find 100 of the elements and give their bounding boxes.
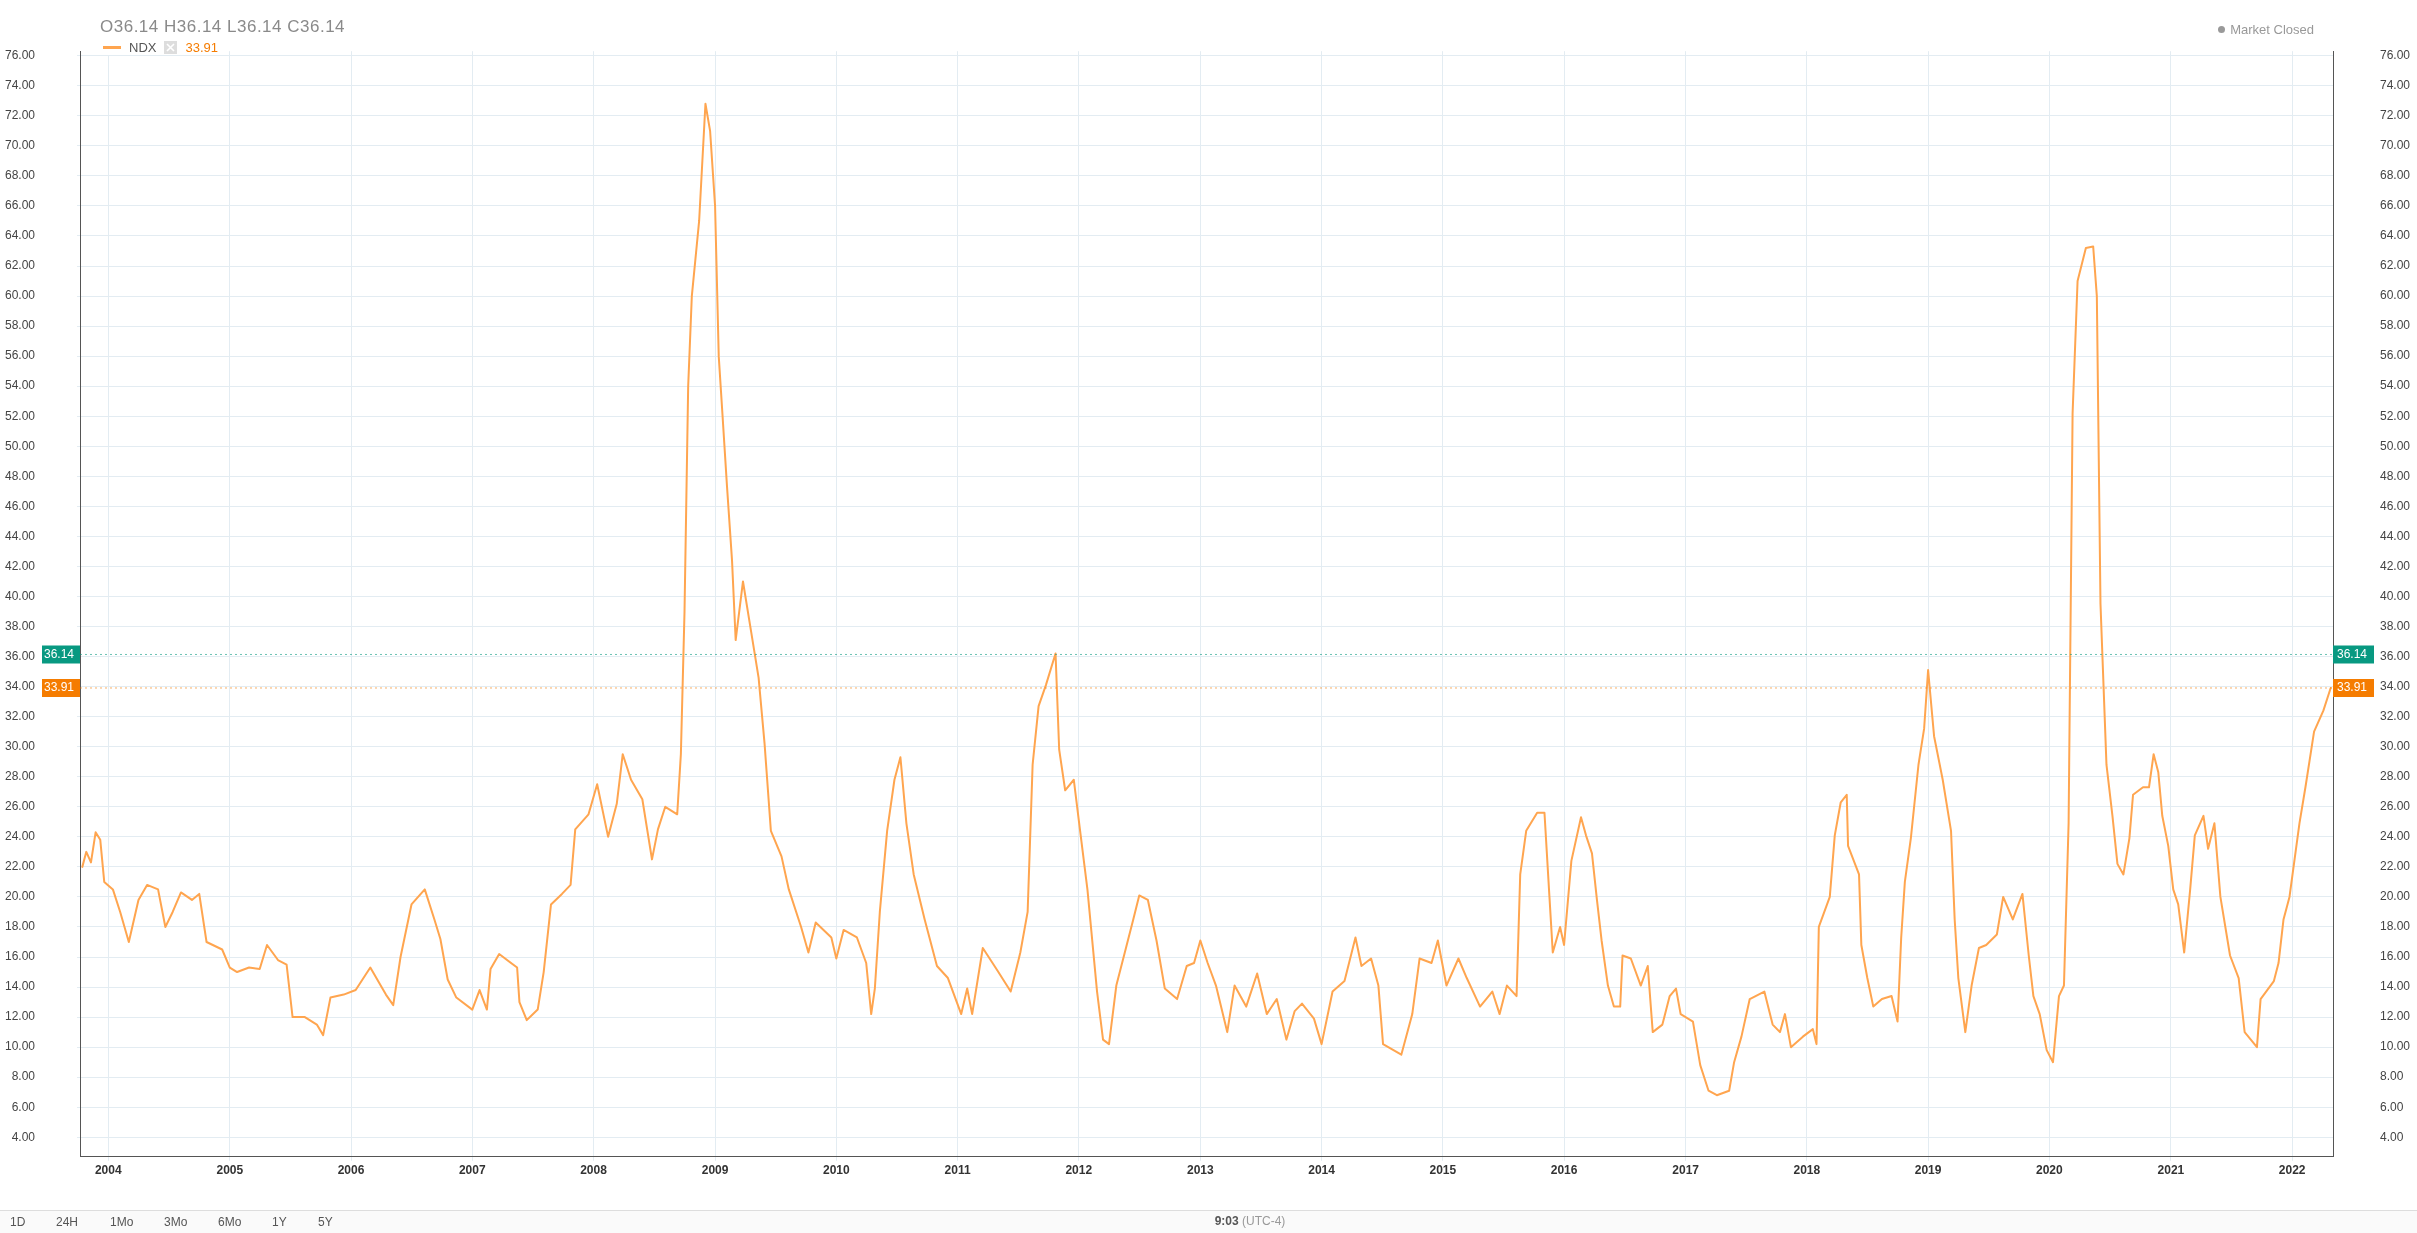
y-tick-label: 42.00	[4, 558, 36, 573]
x-tick-label: 2015	[1429, 1163, 1457, 1178]
y2-tick-label: 14.00	[2380, 979, 2411, 994]
x-tick-label: 2020	[2035, 1163, 2064, 1178]
x-tick-label: 2011	[944, 1163, 971, 1178]
x-tick-label: 2006	[337, 1163, 365, 1178]
text: 1D	[10, 1215, 26, 1229]
x-tick-label: 2012	[1065, 1163, 1093, 1178]
y-tick-label: 22.00	[4, 859, 36, 874]
text: 33.91	[44, 680, 75, 695]
x-tick-label: 2016	[1550, 1163, 1578, 1178]
y2-tick-label: 64.00	[2380, 228, 2411, 243]
y-tick-label: 72.00	[4, 108, 36, 123]
x-tick-label: 2018	[1793, 1163, 1821, 1178]
y-tick-label: 8.00	[11, 1069, 36, 1084]
text: 9:03 (UTC-4)	[1214, 1214, 1286, 1228]
y-tick-label: 66.00	[4, 198, 36, 213]
y2-tick-label: 42.00	[2380, 558, 2411, 573]
y-tick-label: 76.00	[4, 48, 36, 63]
y-tick-label: 56.00	[4, 348, 36, 363]
y-tick-label: 50.00	[4, 438, 36, 453]
y-tick-label: 68.00	[4, 168, 36, 183]
y-tick-label: 38.00	[4, 618, 36, 633]
y2-tick-label: 34.00	[2380, 678, 2411, 693]
y2-tick-label: 4.00	[2380, 1129, 2404, 1144]
y2-tick-label: 72.00	[2380, 108, 2411, 123]
text: Market Closed	[2230, 22, 2314, 37]
ref-line-label: 33.91	[2337, 680, 2368, 695]
text: 24H	[56, 1215, 79, 1229]
y-tick-label: 40.00	[4, 588, 36, 603]
y2-tick-label: 44.00	[2380, 528, 2411, 543]
legend-label: NDX	[129, 40, 157, 55]
y2-tick-label: 40.00	[2380, 588, 2411, 603]
x-tick-label: 2019	[1914, 1163, 1942, 1178]
y2-tick-label: 28.00	[2380, 769, 2411, 784]
y-tick-label: 26.00	[4, 799, 36, 814]
y2-tick-label: 22.00	[2380, 859, 2411, 874]
y-tick-label: 34.00	[4, 678, 36, 693]
text: 5Y	[318, 1215, 333, 1229]
y-tick-label: 16.00	[4, 949, 36, 964]
y2-tick-label: 52.00	[2380, 408, 2411, 423]
annotation: 33.91	[185, 40, 218, 55]
y2-tick-label: 26.00	[2380, 799, 2411, 814]
y2-tick-label: 16.00	[2380, 949, 2411, 964]
y-tick-label: 12.00	[4, 1009, 36, 1024]
y2-tick-label: 18.00	[2380, 919, 2411, 934]
y-tick-label: 52.00	[4, 408, 36, 423]
x-tick-label: 2007	[458, 1163, 486, 1178]
y2-tick-label: 6.00	[2380, 1099, 2404, 1114]
y2-tick-label: 12.00	[2380, 1009, 2411, 1024]
y2-tick-label: 20.00	[2380, 889, 2411, 904]
y2-tick-label: 76.00	[2380, 48, 2411, 63]
text: 1Mo	[110, 1215, 134, 1229]
y-tick-label: 4.00	[11, 1129, 36, 1144]
y2-tick-label: 54.00	[2380, 378, 2411, 393]
x-tick-label: 2004	[94, 1163, 122, 1178]
y-tick-label: 24.00	[4, 829, 36, 844]
x-tick-label: 2022	[2278, 1163, 2306, 1178]
y2-tick-label: 62.00	[2380, 258, 2411, 273]
y-tick-label: 30.00	[4, 739, 36, 754]
text: 1Y	[272, 1215, 287, 1229]
x-tick-label: 2014	[1308, 1163, 1336, 1178]
x-tick-label: 2010	[822, 1163, 850, 1178]
y2-tick-label: 74.00	[2380, 78, 2411, 93]
text: 3Mo	[164, 1215, 188, 1229]
y2-tick-label: 8.00	[2380, 1069, 2404, 1084]
y2-tick-label: 50.00	[2380, 438, 2411, 453]
y2-tick-label: 38.00	[2380, 618, 2411, 633]
x-tick-label: 2008	[580, 1163, 608, 1178]
y-tick-label: 28.00	[4, 769, 36, 784]
y2-tick-label: 24.00	[2380, 829, 2411, 844]
y2-tick-label: 68.00	[2380, 168, 2411, 183]
y-tick-label: 58.00	[4, 318, 36, 333]
y-tick-label: 60.00	[4, 288, 36, 303]
y-tick-label: 64.00	[4, 228, 36, 243]
y-tick-label: 14.00	[4, 979, 36, 994]
y2-tick-label: 66.00	[2380, 198, 2411, 213]
y2-tick-label: 10.00	[2380, 1039, 2411, 1054]
y-tick-label: 6.00	[11, 1099, 36, 1114]
y-tick-label: 10.00	[4, 1039, 36, 1054]
y-tick-label: 70.00	[4, 138, 36, 153]
y-tick-label: 20.00	[4, 889, 36, 904]
text: O36.14 H36.14 L36.14 C36.14	[100, 17, 346, 37]
y-tick-label: 18.00	[4, 919, 36, 934]
y-tick-label: 46.00	[4, 498, 36, 513]
y2-tick-label: 56.00	[2380, 348, 2411, 363]
x-tick-label: 2013	[1187, 1163, 1215, 1178]
y-tick-label: 44.00	[4, 528, 36, 543]
x-tick-label: 2009	[701, 1163, 729, 1178]
y2-tick-label: 48.00	[2380, 468, 2411, 483]
ref-line-label: 36.14	[2337, 646, 2368, 661]
y-tick-label: 48.00	[4, 468, 36, 483]
y2-tick-label: 30.00	[2380, 739, 2411, 754]
y2-tick-label: 36.00	[2380, 648, 2411, 663]
y2-tick-label: 60.00	[2380, 288, 2411, 303]
text: 36.14	[44, 646, 75, 661]
text: 6Mo	[218, 1215, 242, 1229]
y2-tick-label: 32.00	[2380, 708, 2411, 723]
y-tick-label: 54.00	[4, 378, 36, 393]
y-tick-label: 74.00	[4, 78, 36, 93]
